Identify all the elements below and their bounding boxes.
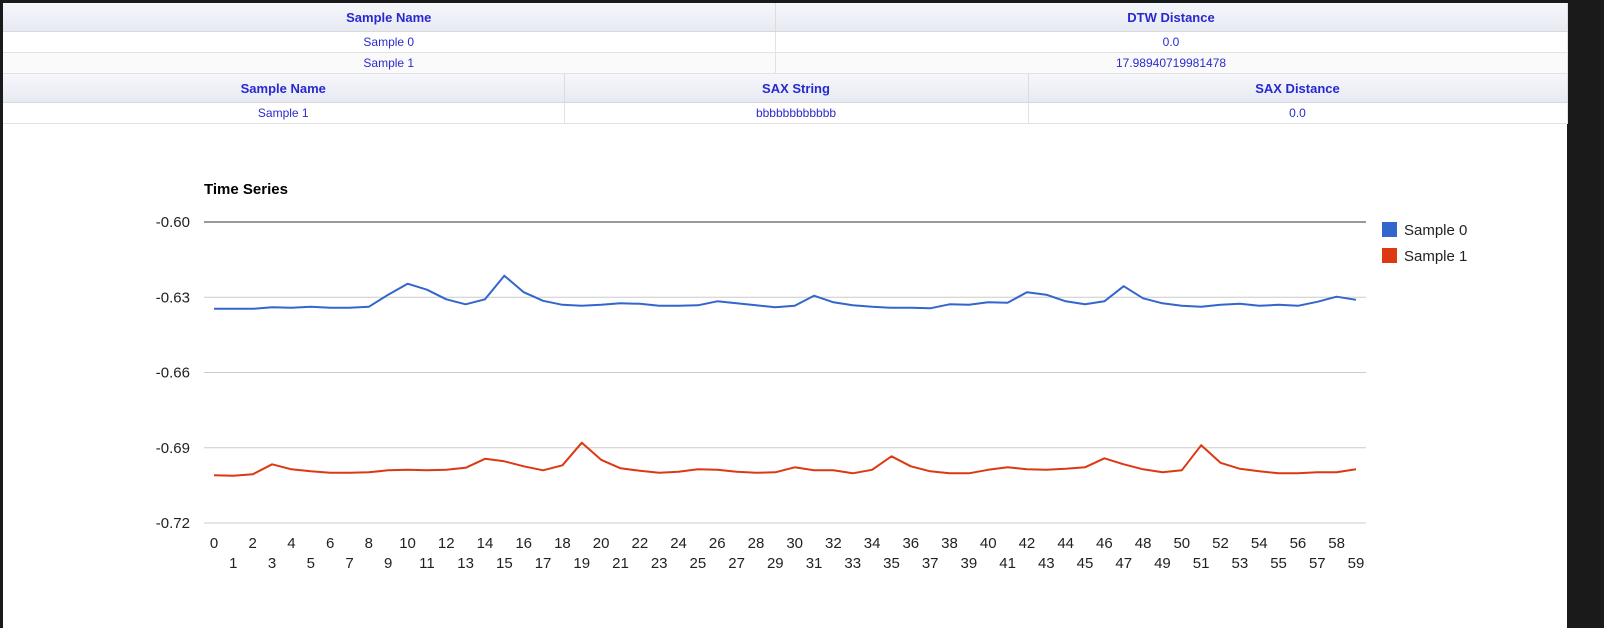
x-tick-label: 52 [1212, 535, 1229, 552]
x-tick-label: 33 [844, 555, 861, 572]
x-tick-label: 28 [748, 535, 765, 552]
x-tick-label: 23 [651, 555, 668, 572]
x-tick-label: 10 [399, 535, 416, 552]
chart-title: Time Series [204, 181, 288, 198]
x-tick-label: 48 [1135, 535, 1152, 552]
x-tick-label: 54 [1251, 535, 1268, 552]
x-tick-label: 9 [384, 555, 392, 572]
legend-swatch [1382, 248, 1397, 263]
legend-label[interactable]: Sample 1 [1404, 248, 1467, 265]
gridlines [204, 221, 1366, 524]
table-row[interactable]: Sample 0 0.0 [3, 31, 1568, 53]
x-tick-label: 25 [690, 555, 707, 572]
x-tick-label: 16 [515, 535, 532, 552]
legend-swatch [1382, 222, 1397, 237]
x-tick-label: 21 [612, 555, 629, 572]
x-tick-label: 15 [496, 555, 513, 572]
x-tick-label: 50 [1173, 535, 1190, 552]
x-tick-label: 19 [573, 555, 590, 572]
x-tick-label: 22 [631, 535, 648, 552]
x-tick-label: 4 [287, 535, 295, 552]
x-tick-label: 39 [961, 555, 978, 572]
chart-canvas: Time Series -0.60-0.63-0.66-0.69-0.72 01… [156, 181, 1468, 572]
x-tick-label: 17 [535, 555, 552, 572]
column-header-sample-name[interactable]: Sample Name [3, 74, 565, 103]
x-tick-label: 31 [806, 555, 823, 572]
x-tick-label: 30 [786, 535, 803, 552]
y-tick-label: -0.60 [156, 214, 190, 231]
x-tick-label: 51 [1193, 555, 1210, 572]
table-header-row: Sample Name SAX String SAX Distance [3, 74, 1568, 103]
cell-dtw-distance: 0.0 [775, 31, 1568, 53]
x-tick-label: 56 [1290, 535, 1307, 552]
x-tick-label: 11 [419, 555, 435, 572]
legend[interactable]: Sample 0 Sample 1 [1382, 222, 1467, 265]
x-tick-label: 58 [1328, 535, 1345, 552]
x-tick-label: 53 [1232, 555, 1249, 572]
x-tick-label: 18 [554, 535, 571, 552]
x-tick-label: 20 [593, 535, 610, 552]
x-tick-label: 27 [728, 555, 745, 572]
dtw-distance-table: Sample Name DTW Distance Sample 0 0.0 Sa… [3, 3, 1568, 74]
column-header-dtw-distance[interactable]: DTW Distance [775, 3, 1568, 32]
y-tick-label: -0.72 [156, 515, 190, 532]
x-tick-label: 57 [1309, 555, 1326, 572]
sax-table: Sample Name SAX String SAX Distance Samp… [3, 74, 1568, 124]
x-tick-label: 6 [326, 535, 334, 552]
y-axis-ticks: -0.60 -0.63 -0.66 -0.69 -0.72 [156, 214, 190, 532]
series-line-sample-0[interactable] [214, 274, 1357, 310]
x-tick-label: 49 [1154, 555, 1171, 572]
x-tick-label: 44 [1057, 535, 1074, 552]
x-tick-label: 29 [767, 555, 784, 572]
x-tick-label: 8 [365, 535, 373, 552]
cell-sample-name: Sample 1 [3, 52, 776, 74]
x-tick-label: 14 [477, 535, 494, 552]
column-header-sample-name[interactable]: Sample Name [3, 3, 776, 32]
legend-label[interactable]: Sample 0 [1404, 222, 1467, 239]
x-tick-label: 24 [670, 535, 687, 552]
page: Sample Name DTW Distance Sample 0 0.0 Sa… [3, 3, 1568, 628]
column-header-sax-distance[interactable]: SAX Distance [1028, 74, 1568, 103]
x-tick-label: 32 [825, 535, 842, 552]
x-tick-label: 1 [229, 555, 237, 572]
x-tick-label: 55 [1270, 555, 1287, 572]
series-line-sample-1[interactable] [213, 441, 1357, 477]
x-tick-label: 43 [1038, 555, 1055, 572]
x-tick-label: 47 [1115, 555, 1132, 572]
x-tick-label: 5 [307, 555, 315, 572]
series-lines [213, 274, 1357, 477]
table-header-row: Sample Name DTW Distance [3, 3, 1568, 32]
cell-sax-string: bbbbbbbbbbbb [564, 102, 1029, 124]
x-tick-label: 35 [883, 555, 900, 572]
x-tick-label: 38 [941, 535, 958, 552]
x-tick-label: 59 [1348, 555, 1365, 572]
y-tick-label: -0.66 [156, 365, 190, 382]
x-tick-label: 41 [999, 555, 1016, 572]
y-tick-label: -0.63 [156, 289, 190, 306]
column-header-sax-string[interactable]: SAX String [564, 74, 1029, 103]
table-row[interactable]: Sample 1 bbbbbbbbbbbb 0.0 [3, 102, 1568, 124]
x-tick-label: 13 [457, 555, 474, 572]
x-tick-label: 34 [864, 535, 881, 552]
x-tick-label: 26 [709, 535, 726, 552]
cell-sax-distance: 0.0 [1028, 102, 1568, 124]
x-tick-label: 46 [1096, 535, 1113, 552]
x-tick-label: 40 [980, 535, 997, 552]
y-tick-label: -0.69 [156, 440, 190, 457]
x-tick-label: 45 [1077, 555, 1094, 572]
x-tick-label: 7 [345, 555, 353, 572]
cell-sample-name: Sample 1 [3, 102, 565, 124]
x-tick-label: 36 [902, 535, 919, 552]
cell-dtw-distance: 17.98940719981478 [775, 52, 1568, 74]
cell-sample-name: Sample 0 [3, 31, 776, 53]
x-tick-label: 2 [249, 535, 257, 552]
table-row[interactable]: Sample 1 17.98940719981478 [3, 52, 1568, 74]
x-tick-label: 12 [438, 535, 455, 552]
x-tick-label: 3 [268, 555, 276, 572]
x-tick-label: 37 [922, 555, 939, 572]
x-tick-label: 0 [210, 535, 218, 552]
x-tick-label: 42 [1019, 535, 1036, 552]
x-axis-ticks: 0123456789101112131415161718192021222324… [210, 535, 1365, 572]
